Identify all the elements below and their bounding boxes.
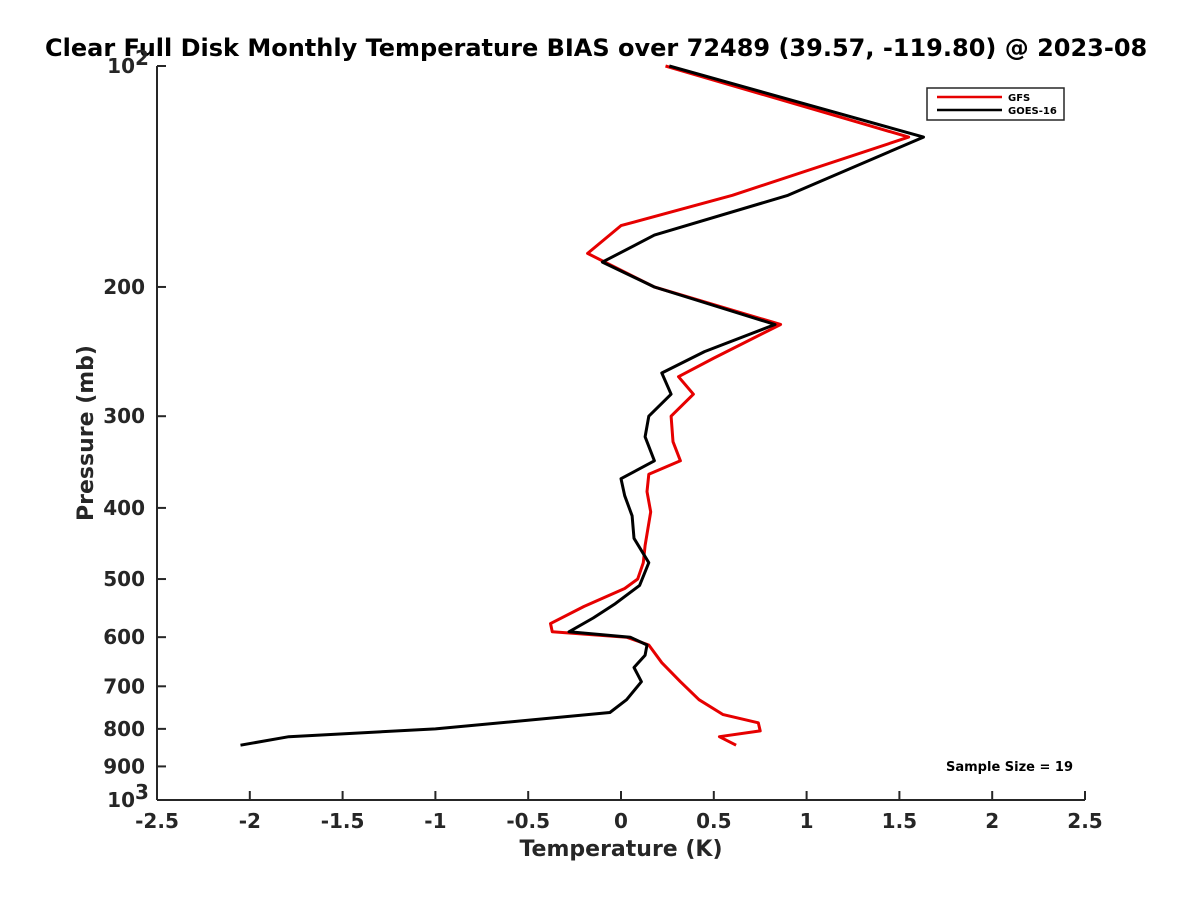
y-tick-label: 900 <box>103 754 145 778</box>
y-tick-label: 500 <box>103 567 145 591</box>
y-tick-label: 700 <box>103 674 145 698</box>
y-axis-label: Pressure (mb) <box>74 345 99 521</box>
x-tick-label: 2 <box>985 809 999 833</box>
x-tick-label: -2.5 <box>135 809 179 833</box>
legend: GFS GOES-16 <box>926 87 1065 121</box>
x-tick-label: 0.5 <box>696 809 731 833</box>
y-tick-label: 10 <box>107 788 135 812</box>
y-tick-exponent: 3 <box>135 780 149 804</box>
x-axis-ticks: -2.5 -2 -1.5 -1 -0.5 0 0.5 1 1.5 2 2.5 <box>135 791 1103 833</box>
legend-label-gfs: GFS <box>1008 93 1030 104</box>
y-tick-label: 10 <box>107 54 135 78</box>
x-tick-label: -0.5 <box>506 809 550 833</box>
x-tick-label: 1 <box>800 809 814 833</box>
x-axis-label: Temperature (K) <box>519 837 722 862</box>
x-tick-label: -1 <box>424 809 446 833</box>
chart-title: Clear Full Disk Monthly Temperature BIAS… <box>45 34 1147 62</box>
x-tick-label: 1.5 <box>882 809 917 833</box>
x-tick-label: -1.5 <box>321 809 365 833</box>
x-tick-label: -2 <box>239 809 261 833</box>
y-tick-label: 600 <box>103 625 145 649</box>
series-line-goes-16 <box>240 64 925 747</box>
sample-size-annotation: Sample Size = 19 <box>946 760 1073 775</box>
legend-label-goes-16: GOES-16 <box>1008 106 1057 117</box>
y-tick-label: 300 <box>103 404 145 428</box>
y-tick-exponent: 2 <box>135 46 149 70</box>
y-tick-label: 800 <box>103 717 145 741</box>
y-tick-label: 400 <box>103 496 145 520</box>
series-layer <box>240 64 925 747</box>
x-tick-label: 0 <box>614 809 628 833</box>
legend-box <box>926 87 1065 121</box>
x-tick-label: 2.5 <box>1067 809 1102 833</box>
y-tick-label: 200 <box>103 275 145 299</box>
